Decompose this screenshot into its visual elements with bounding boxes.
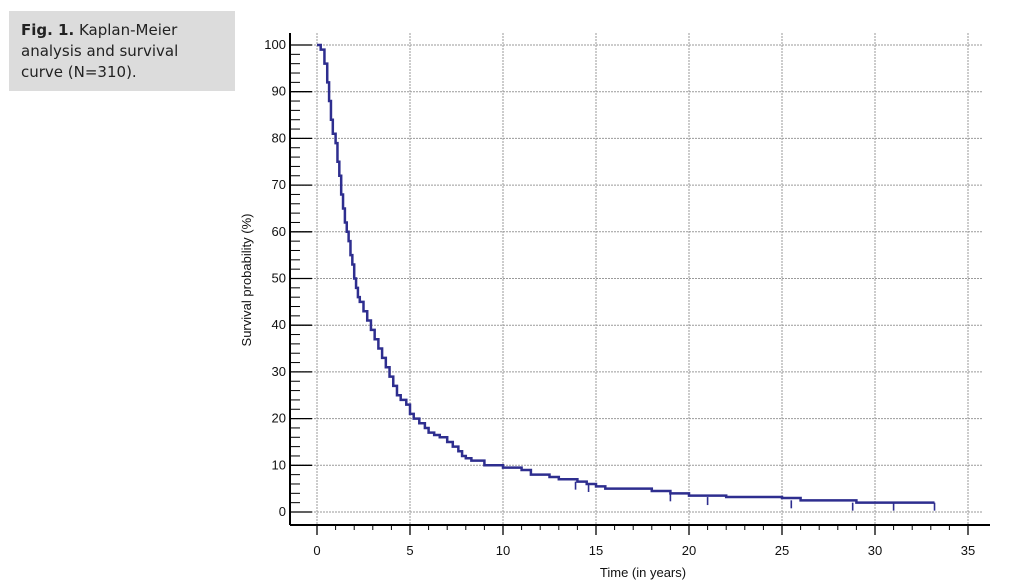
censor-marks [574, 481, 936, 511]
x-axis-title: Time (in years) [600, 565, 686, 580]
y-tick-label: 40 [272, 317, 286, 332]
x-tick-label: 15 [589, 543, 603, 558]
y-tick-label: 20 [272, 411, 286, 426]
x-tick-label: 30 [868, 543, 882, 558]
x-tick-label: 5 [406, 543, 413, 558]
y-tick-label: 70 [272, 177, 286, 192]
y-tick-label: 80 [272, 130, 286, 145]
x-tick-label: 25 [775, 543, 789, 558]
figure-caption-text: Kaplan-Meier analysis and survival curve… [21, 21, 179, 81]
tick-labels: 0 10 20 30 40 50 60 70 80 90 100 0 5 10 15 20 25 30 35 [264, 37, 975, 558]
y-tick-label: 100 [264, 37, 286, 52]
x-tick-label: 20 [682, 543, 696, 558]
survival-step-line [317, 43, 935, 504]
y-tick-label: 0 [279, 504, 286, 519]
x-tick-label: 0 [313, 543, 320, 558]
y-tick-label: 50 [272, 271, 286, 286]
x-tick-label: 35 [961, 543, 975, 558]
figure-label: Fig. 1. [21, 21, 75, 39]
axes [289, 33, 990, 535]
y-axis-title: Survival probability (%) [239, 214, 254, 347]
y-tick-label: 10 [272, 457, 286, 472]
figure-caption: Fig. 1. Kaplan-Meier analysis and surviv… [9, 11, 235, 91]
y-tick-label: 90 [272, 84, 286, 99]
survival-curve [317, 43, 935, 504]
grid [290, 33, 982, 525]
x-tick-label: 10 [496, 543, 510, 558]
y-tick-label: 30 [272, 364, 286, 379]
y-tick-label: 60 [272, 224, 286, 239]
